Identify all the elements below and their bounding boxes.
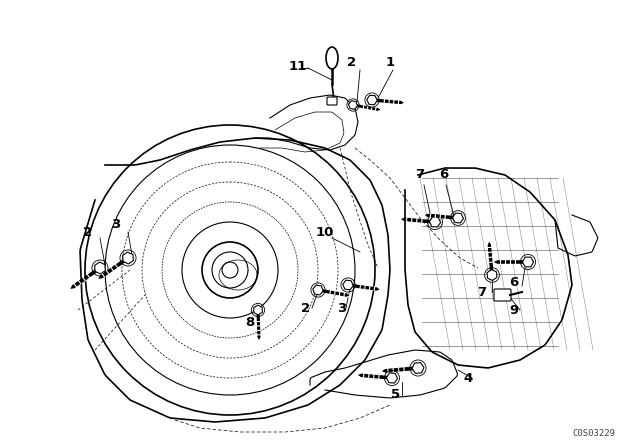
Text: 6: 6 (440, 168, 449, 181)
Polygon shape (426, 214, 429, 217)
Polygon shape (346, 294, 349, 296)
Polygon shape (313, 285, 323, 295)
Text: 2: 2 (301, 302, 310, 314)
FancyBboxPatch shape (494, 289, 511, 301)
Polygon shape (258, 336, 260, 340)
Text: 7: 7 (415, 168, 424, 181)
Polygon shape (343, 280, 353, 290)
Ellipse shape (326, 47, 338, 69)
Text: 3: 3 (111, 219, 120, 232)
Text: 5: 5 (392, 388, 401, 401)
Polygon shape (358, 374, 362, 377)
Polygon shape (487, 270, 497, 280)
Text: 1: 1 (385, 56, 395, 69)
Polygon shape (99, 276, 102, 279)
Text: 4: 4 (463, 371, 472, 384)
Text: 2: 2 (83, 225, 93, 238)
Polygon shape (429, 217, 440, 227)
Text: 6: 6 (509, 276, 518, 289)
Polygon shape (123, 252, 133, 264)
Text: 7: 7 (477, 285, 486, 298)
Polygon shape (376, 288, 379, 290)
Text: 2: 2 (348, 56, 356, 69)
Polygon shape (387, 373, 397, 383)
Polygon shape (495, 261, 498, 263)
Text: 8: 8 (245, 315, 255, 328)
Polygon shape (412, 362, 424, 373)
Text: 10: 10 (316, 225, 334, 238)
Text: 3: 3 (337, 302, 347, 314)
Polygon shape (383, 370, 386, 372)
Text: C0S03229: C0S03229 (572, 429, 615, 438)
Polygon shape (400, 101, 403, 103)
Text: 11: 11 (289, 60, 307, 73)
FancyBboxPatch shape (327, 97, 337, 105)
Polygon shape (401, 218, 405, 220)
Polygon shape (522, 257, 534, 267)
Polygon shape (71, 285, 74, 289)
Polygon shape (488, 242, 491, 246)
Polygon shape (253, 305, 262, 315)
Polygon shape (95, 262, 106, 274)
Polygon shape (367, 95, 377, 105)
Polygon shape (452, 213, 463, 223)
Polygon shape (377, 108, 380, 110)
Polygon shape (349, 101, 358, 109)
Text: 9: 9 (509, 303, 518, 316)
